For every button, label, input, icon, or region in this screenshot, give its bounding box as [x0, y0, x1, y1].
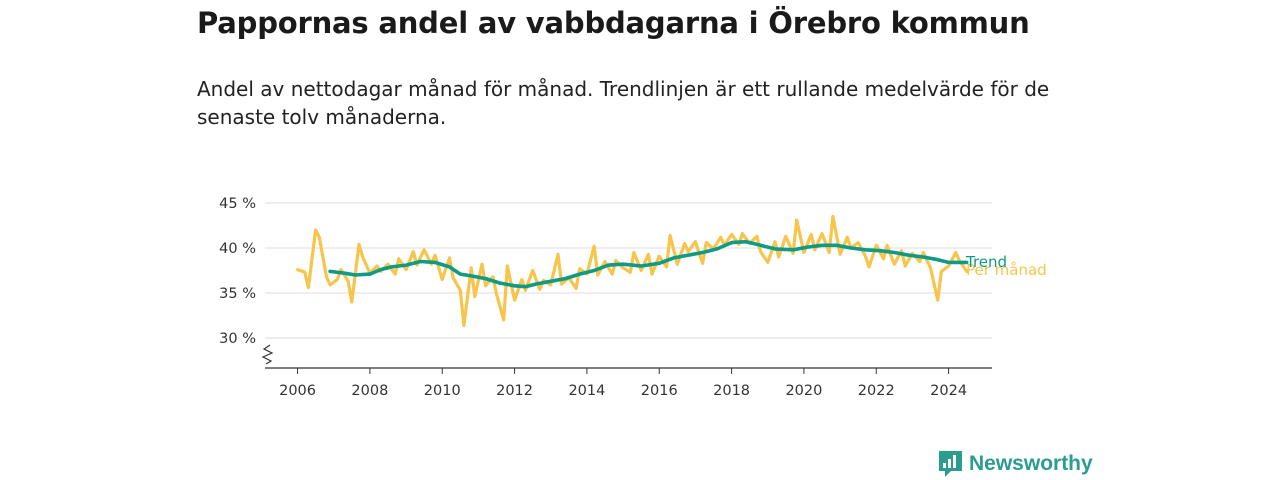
- x-tick-label: 2024: [930, 383, 967, 399]
- x-tick-label: 2010: [424, 383, 461, 399]
- x-tick-label: 2020: [785, 383, 822, 399]
- x-tick-label: 2008: [351, 383, 388, 399]
- brand-name: Newsworthy: [969, 452, 1093, 475]
- series-label-1: Trend: [965, 253, 1007, 271]
- brand-logo: Newsworthy: [939, 451, 1093, 477]
- series-line-0: [296, 214, 969, 327]
- series-label-0: Per månad: [966, 261, 1047, 279]
- x-tick-label: 2014: [568, 383, 605, 399]
- y-tick-label: 30 %: [219, 331, 256, 347]
- grid-lines: [265, 202, 992, 339]
- chart-subtitle: Andel av nettodagar månad för månad. Tre…: [197, 77, 1050, 129]
- x-tick-label: 2022: [858, 383, 895, 399]
- series-line-1: [328, 239, 969, 289]
- chart-title: Pappornas andel av vabbdagarna i Örebro …: [197, 6, 1030, 40]
- line-chart: 30 % 35 % 40 % 45 % 2006 2008 2010 2012 2014 201…: [219, 196, 1047, 399]
- y-tick-label: 40 %: [219, 241, 256, 257]
- x-tick-label: 2012: [496, 383, 533, 399]
- x-tick-label: 2018: [713, 383, 750, 399]
- axis-break-icon: [261, 344, 274, 365]
- x-axis: 2006 2008 2010 2012 2014 2016 2018 2020 2022 2024: [261, 344, 992, 399]
- x-tick-label: 2006: [279, 383, 316, 399]
- series-lines: [296, 214, 969, 327]
- y-tick-label: 35 %: [219, 286, 256, 302]
- newsworthy-icon: [939, 451, 962, 477]
- y-tick-label: 45 %: [219, 196, 256, 212]
- y-axis-ticks: 30 % 35 % 40 % 45 %: [219, 196, 256, 347]
- x-tick-label: 2016: [641, 383, 678, 399]
